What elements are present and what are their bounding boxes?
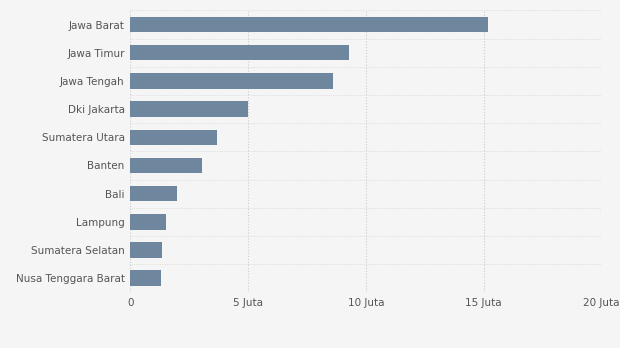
Bar <box>130 73 333 89</box>
Bar <box>130 45 349 61</box>
Bar <box>130 101 248 117</box>
Bar <box>130 158 202 173</box>
Bar <box>130 214 166 230</box>
Bar <box>130 129 218 145</box>
Bar <box>130 17 489 32</box>
Bar <box>130 242 162 258</box>
Bar <box>130 186 177 201</box>
Bar <box>130 270 161 286</box>
